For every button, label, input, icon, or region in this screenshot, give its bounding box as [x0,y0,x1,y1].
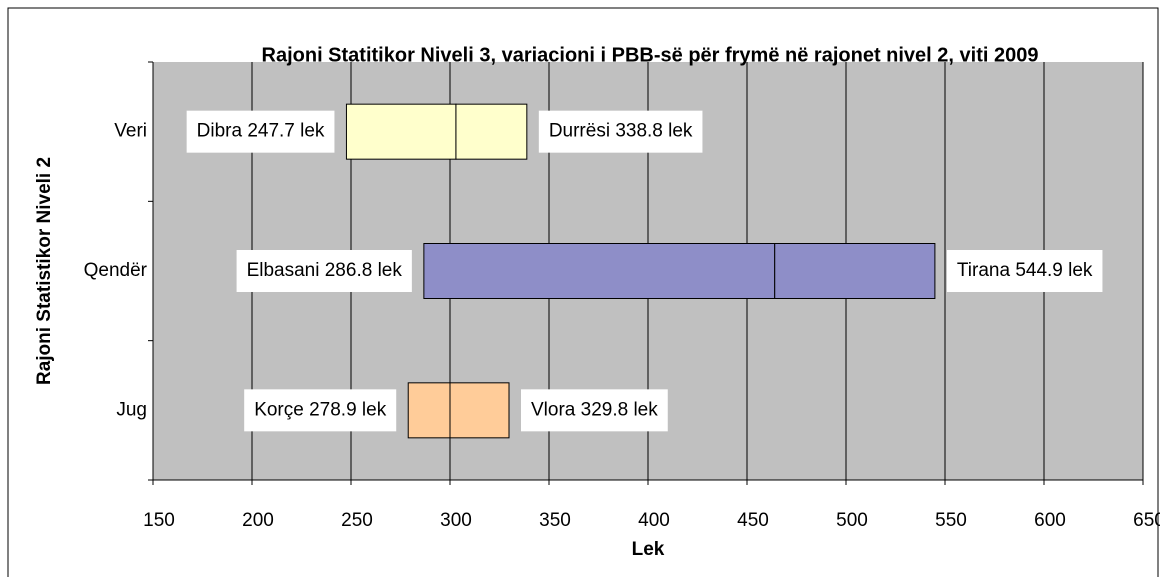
x-tick-label: 650 [1133,510,1160,531]
x-tick-label: 500 [836,510,868,531]
bar-segment [345,103,457,160]
bar-segment [455,103,528,160]
y-tick-label: Qendër [84,260,148,281]
y-axis-label: Rajoni Statistikor Niveli 2 [34,157,55,385]
data-label-box [244,389,397,432]
chart-title: Rajoni Statitikor Niveli 3, variacioni i… [262,44,1039,66]
bar-segment [407,382,451,439]
x-tick-label: 400 [638,510,670,531]
data-label: Dibra 247.7 lek [197,121,325,142]
x-tick-label: 450 [737,510,769,531]
x-tick-label: 200 [242,510,274,531]
bar-segment [423,243,776,299]
x-tick-label: 350 [539,510,571,531]
x-tick-label: 550 [935,510,967,531]
data-label-box [521,389,668,432]
y-tick-label: Veri [114,121,147,142]
data-label-box [538,110,703,153]
y-tick-label: Jug [116,399,147,420]
data-label: Korçe 278.9 lek [254,399,387,420]
x-axis-label: Lek [632,539,665,560]
x-tick-label: 300 [440,510,472,531]
data-label-box [236,250,412,292]
data-label: Vlora 329.8 lek [531,399,658,420]
data-label: Durrësi 338.8 lek [549,121,693,142]
data-label: Tirana 544.9 lek [957,260,1093,281]
data-label: Elbasani 286.8 lek [247,260,403,281]
data-label-box [946,250,1103,292]
x-tick-label: 600 [1034,510,1066,531]
x-tick-label: 150 [143,510,175,531]
bar-segment [774,243,936,299]
x-tick-label: 250 [341,510,373,531]
data-label-box [186,110,335,153]
bar-segment [449,382,510,439]
